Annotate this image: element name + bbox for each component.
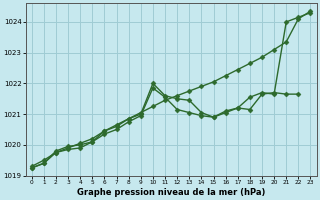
- X-axis label: Graphe pression niveau de la mer (hPa): Graphe pression niveau de la mer (hPa): [77, 188, 265, 197]
